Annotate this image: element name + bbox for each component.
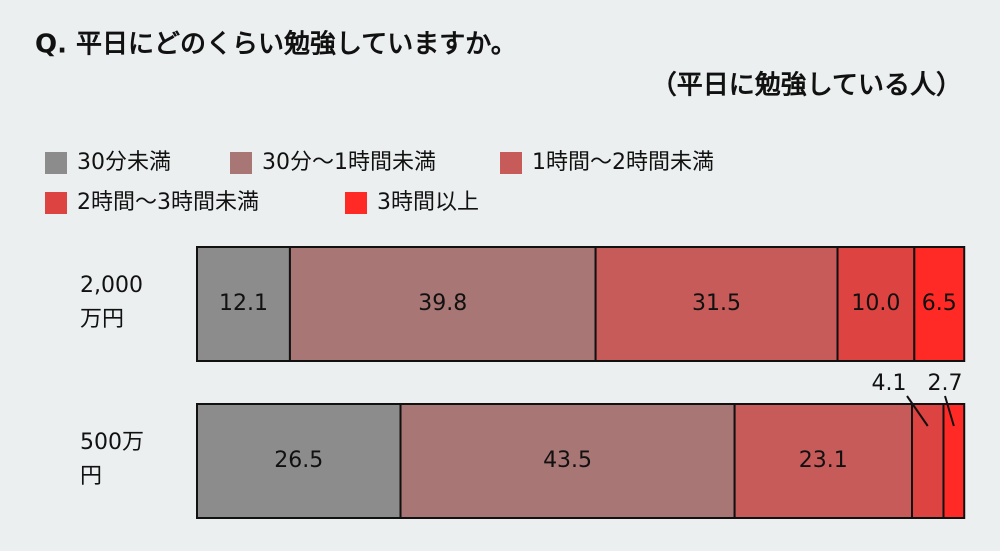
chart-title: Q. 平日にどのくらい勉強していますか。 bbox=[35, 30, 517, 60]
chart-subtitle: （平日に勉強している人） bbox=[651, 71, 962, 101]
legend-label: 2時間～3時間未満 bbox=[77, 190, 259, 215]
legend-swatch bbox=[500, 152, 522, 174]
data-label: 39.8 bbox=[418, 291, 467, 316]
legend-label: 30分～1時間未満 bbox=[262, 150, 436, 175]
bar-segment bbox=[399, 403, 736, 519]
data-label: 12.1 bbox=[219, 291, 268, 316]
data-label: 4.1 bbox=[872, 371, 907, 396]
category-label: 500万円 bbox=[80, 430, 144, 489]
category-label: 2,000万円 bbox=[80, 273, 143, 332]
legend-swatch bbox=[45, 152, 67, 174]
data-label: 6.5 bbox=[922, 291, 957, 316]
data-label: 26.5 bbox=[274, 448, 323, 473]
data-label: 2.7 bbox=[928, 371, 963, 396]
leader-line bbox=[944, 395, 955, 427]
bar-segment bbox=[942, 403, 966, 519]
bar-segment bbox=[913, 246, 966, 362]
leader-line bbox=[906, 395, 929, 427]
data-label: 31.5 bbox=[692, 291, 741, 316]
bar-segment bbox=[594, 246, 839, 362]
legend-label: 3時間以上 bbox=[377, 190, 479, 215]
bar-segment bbox=[196, 403, 402, 519]
legend-label: 1時間～2時間未満 bbox=[532, 150, 714, 175]
bar-segment bbox=[196, 246, 291, 362]
data-label: 10.0 bbox=[851, 291, 900, 316]
bar-segment bbox=[288, 246, 597, 362]
legend-label: 30分未満 bbox=[77, 150, 171, 175]
legend-swatch bbox=[45, 192, 67, 214]
data-label: 43.5 bbox=[543, 448, 592, 473]
bar-segment bbox=[733, 403, 914, 519]
legend-swatch bbox=[230, 152, 252, 174]
bar-segment bbox=[911, 403, 945, 519]
legend-swatch bbox=[345, 192, 367, 214]
data-label: 23.1 bbox=[799, 448, 848, 473]
